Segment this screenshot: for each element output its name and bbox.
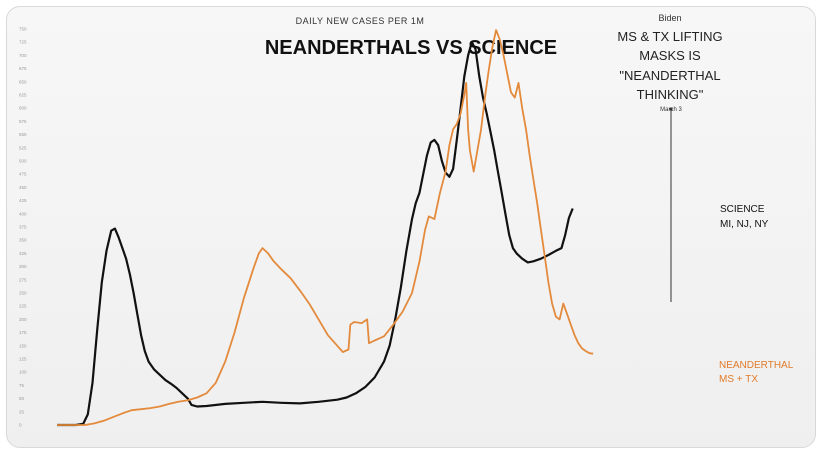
chart-subtitle: DAILY NEW CASES PER 1M	[296, 16, 425, 26]
y-tick-label: 425	[19, 198, 27, 203]
y-tick-label: 500	[19, 159, 27, 164]
biden-quote-line-2: MASKS IS	[639, 48, 701, 63]
biden-quote-line-3: "NEANDERTHAL	[619, 68, 720, 83]
biden-quote-line-1: MS & TX LIFTING	[617, 29, 722, 44]
y-tick-label: 700	[19, 53, 27, 58]
y-tick-label: 300	[19, 264, 27, 269]
chart-frame: DAILY NEW CASES PER 1M NEANDERTHALS VS S…	[6, 6, 816, 448]
y-tick-label: 25	[19, 409, 25, 414]
y-tick-label: 350	[19, 238, 27, 243]
y-tick-label: 275	[19, 277, 27, 282]
march-3-marker-dot	[669, 107, 673, 111]
y-tick-label: 150	[19, 343, 27, 348]
science-series-line	[57, 41, 574, 427]
biden-quote-line-4: THINKING"	[637, 87, 704, 102]
y-tick-label: 250	[19, 291, 27, 296]
chart-svg: DAILY NEW CASES PER 1M NEANDERTHALS VS S…	[19, 13, 794, 428]
science-label-line-2: MI, NJ, NY	[720, 219, 769, 230]
y-tick-label: 200	[19, 317, 27, 322]
y-tick-label: 450	[19, 185, 27, 190]
march-3-label: March 3	[660, 107, 682, 113]
y-tick-label: 225	[19, 304, 27, 309]
y-tick-label: 525	[19, 145, 27, 150]
y-tick-label: 400	[19, 211, 27, 216]
y-tick-label: 175	[19, 330, 27, 335]
y-tick-label: 375	[19, 225, 27, 230]
y-tick-label: 325	[19, 251, 27, 256]
y-tick-label: 725	[19, 40, 27, 45]
y-tick-label: 575	[19, 119, 27, 124]
neanderthal-label-line-1: NEANDERTHAL	[719, 360, 794, 371]
y-tick-label: 50	[19, 396, 25, 401]
y-tick-label: 600	[19, 106, 27, 111]
y-axis-ticks: 0 25 50 75 100 125 150 175 200 225 250 275 300 325 350…	[19, 27, 27, 428]
biden-label: Biden	[658, 13, 681, 23]
y-tick-label: 650	[19, 79, 27, 84]
neanderthal-label-line-2: MS + TX	[719, 374, 758, 385]
y-tick-label: 675	[19, 66, 27, 71]
y-tick-label: 100	[19, 370, 27, 375]
y-tick-label: 750	[19, 27, 27, 32]
science-label-line-1: SCIENCE	[720, 204, 765, 215]
y-tick-label: 0	[19, 423, 22, 428]
y-tick-label: 75	[19, 383, 25, 388]
y-tick-label: 475	[19, 172, 27, 177]
chart-title: NEANDERTHALS VS SCIENCE	[265, 37, 557, 59]
y-tick-label: 550	[19, 132, 27, 137]
series-lines	[57, 29, 594, 427]
y-tick-label: 625	[19, 93, 27, 98]
neanderthal-series-line	[57, 29, 594, 426]
y-tick-label: 125	[19, 357, 27, 362]
